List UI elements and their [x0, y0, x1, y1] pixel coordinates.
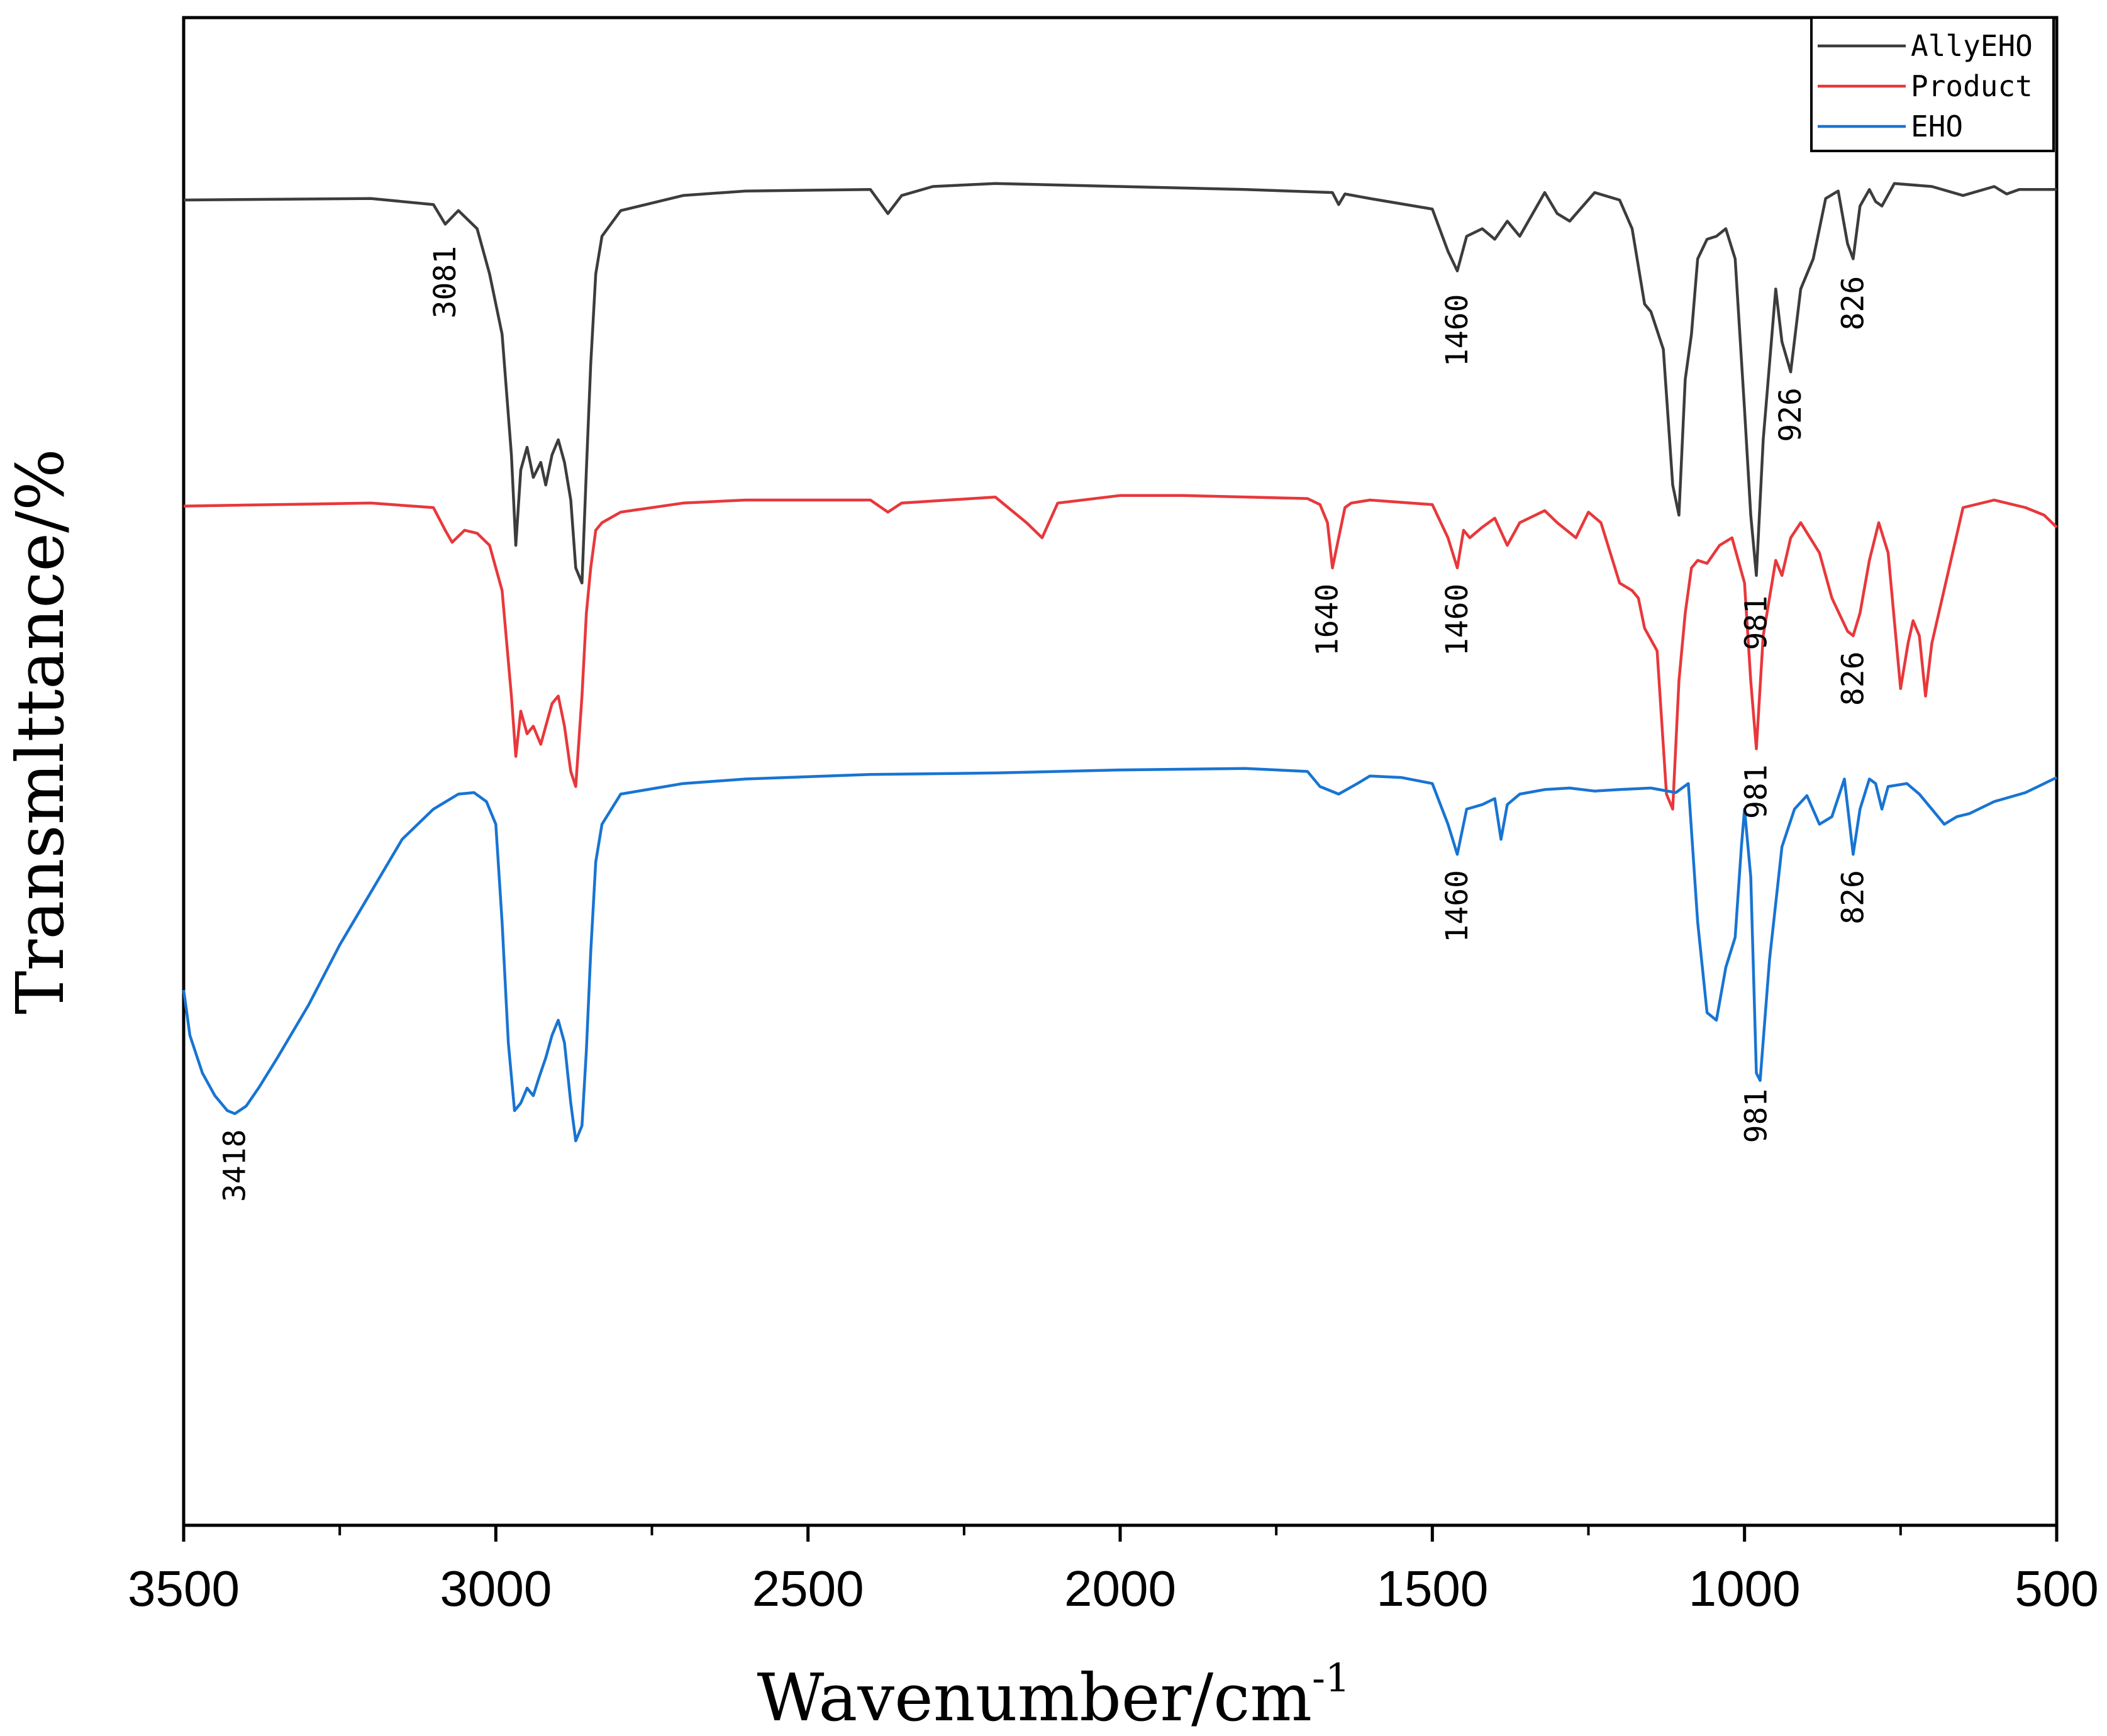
- x-axis-title-superscript: -1: [1312, 1655, 1350, 1701]
- x-axis-title-text: Wavenumber/cm: [757, 1659, 1312, 1736]
- annotation-layer: 3081 1460 981 926 826 1640 1460 981 826 3418 1460 9…: [217, 246, 1871, 1202]
- peak-label: 1460: [1440, 294, 1475, 367]
- legend-entries: AllyEHO Product EHO: [1818, 29, 2033, 143]
- peak-label: 981: [1739, 764, 1774, 819]
- series-line-allyeho: [183, 182, 2057, 585]
- peak-label: 981: [1739, 596, 1774, 650]
- x-tick-label: 1500: [1376, 1561, 1488, 1616]
- legend-box: [1810, 16, 2055, 152]
- peak-label: 926: [1773, 387, 1808, 442]
- plot-frame: [182, 16, 2059, 1527]
- peak-label: 1460: [1440, 584, 1475, 657]
- y-axis-title: Transmlttance/%: [2, 448, 79, 1015]
- x-axis-title: Wavenumber/cm-1: [757, 1655, 1350, 1736]
- peak-label: 1460: [1440, 870, 1475, 943]
- legend-label: AllyEHO: [1911, 29, 2033, 63]
- series-line-eho: [182, 767, 2057, 1143]
- x-tick-label: 2500: [752, 1561, 864, 1616]
- x-tick-label: 3500: [128, 1561, 240, 1616]
- x-tick-label: 500: [2015, 1561, 2098, 1616]
- peak-label: 981: [1739, 1089, 1774, 1143]
- legend: AllyEHO Product EHO: [1810, 16, 2055, 152]
- peak-label: 3418: [217, 1129, 252, 1202]
- series-layer: [182, 182, 2058, 1143]
- peak-label: 1640: [1310, 584, 1345, 657]
- peak-label: 3081: [428, 246, 463, 319]
- series-line-product: [183, 494, 2058, 811]
- plot-border: [182, 16, 2059, 1527]
- peak-label: 826: [1835, 276, 1871, 331]
- legend-label: Product: [1911, 69, 2033, 103]
- peak-label: 826: [1835, 870, 1871, 925]
- x-tick-label: 1000: [1689, 1561, 1801, 1616]
- legend-label: EHO: [1911, 109, 1963, 143]
- x-tick-label: 3000: [440, 1561, 552, 1616]
- x-axis-ticks: 3500 3000 2500 2000 1500 1000 500: [128, 1525, 2099, 1616]
- peak-label: 826: [1835, 652, 1871, 706]
- x-tick-label: 2000: [1064, 1561, 1176, 1616]
